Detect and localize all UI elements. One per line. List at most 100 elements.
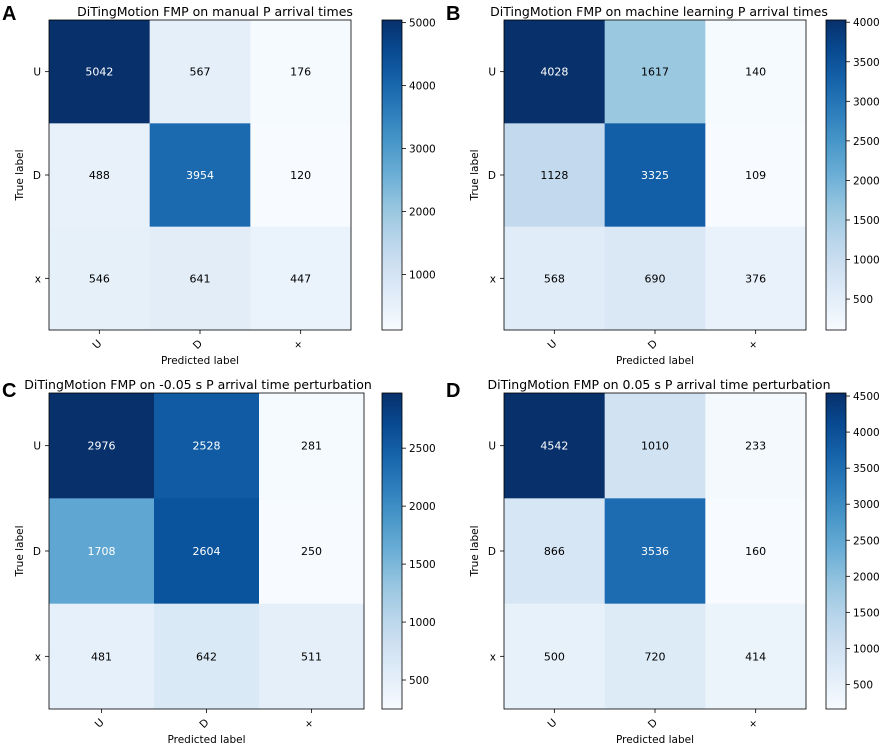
- heatmap-cell: [705, 226, 807, 331]
- heatmap-cell: [705, 498, 807, 605]
- heatmap-cell: [149, 20, 251, 124]
- heatmap-cell: [149, 123, 251, 228]
- cell-value-label: 720: [645, 650, 666, 663]
- heatmap-cell: [504, 603, 606, 710]
- y-tick-label: x: [35, 651, 41, 663]
- heatmap-cell: [705, 393, 807, 499]
- heatmap-cell: [149, 226, 251, 331]
- y-tick-label: D: [488, 546, 496, 558]
- cell-value-label: 2528: [193, 440, 221, 453]
- y-tick-label: U: [488, 67, 496, 79]
- y-axis-label: True label: [469, 525, 481, 577]
- heatmap-cell: [250, 226, 352, 331]
- colorbar-tick-label: 3000: [409, 144, 436, 156]
- colorbar-tick-label: 5000: [409, 18, 436, 30]
- colorbar-tick-label: 1500: [853, 215, 879, 227]
- heatmap-cell: [259, 498, 365, 605]
- heatmap-cell: [504, 498, 606, 605]
- colorbar-tick-label: 1500: [409, 559, 436, 571]
- x-tick-label: D: [197, 717, 211, 731]
- cell-value-label: 642: [196, 650, 217, 663]
- colorbar-tick-label: 1000: [853, 255, 879, 267]
- heatmap-cell: [154, 393, 260, 499]
- y-tick-label: x: [490, 273, 496, 285]
- y-tick-label: U: [488, 441, 496, 453]
- cell-value-label: 447: [290, 272, 311, 285]
- chart-title: DiTingMotion FMP on machine learning P a…: [490, 4, 828, 19]
- cell-value-label: 568: [544, 272, 565, 285]
- colorbar-tick-label: 1000: [409, 617, 436, 629]
- heatmap-cell: [154, 603, 260, 710]
- heatmap-cell: [705, 123, 807, 228]
- colorbar: [381, 19, 403, 331]
- x-tick-label: D: [646, 338, 660, 352]
- heatmap-cell: [49, 20, 151, 124]
- heatmap-cell: [259, 393, 365, 499]
- colorbar-tick-label: 1500: [853, 607, 879, 619]
- cell-value-label: 3536: [641, 545, 669, 558]
- colorbar-tick-label: 4500: [853, 391, 879, 403]
- y-axis-label: True label: [469, 149, 481, 201]
- y-axis-label: True label: [14, 149, 26, 201]
- chart-title: DiTingMotion FMP on manual P arrival tim…: [77, 4, 353, 19]
- panel-d: D DiTingMotion FMP on 0.05 s P arrival ti…: [446, 377, 879, 746]
- cell-value-label: 160: [745, 545, 766, 558]
- colorbar-tick-label: 500: [853, 679, 873, 691]
- colorbar-tick-label: 2000: [853, 175, 879, 187]
- heatmap-cell: [259, 603, 365, 710]
- panel-letter: A: [2, 3, 16, 25]
- colorbar-tick-label: 4000: [853, 17, 879, 29]
- cell-value-label: 140: [745, 66, 766, 79]
- x-axis-label: Predicted label: [167, 734, 245, 746]
- cell-value-label: 250: [301, 545, 322, 558]
- colorbar-tick-label: 2000: [409, 501, 436, 513]
- y-tick-label: D: [488, 170, 496, 182]
- x-tick-label: D: [646, 717, 660, 731]
- x-axis-label: Predicted label: [616, 734, 694, 746]
- heatmap-cell: [604, 393, 706, 499]
- chart-title: DiTingMotion FMP on -0.05 s P arrival ti…: [24, 377, 372, 392]
- cell-value-label: 488: [89, 169, 110, 182]
- panel-letter: C: [2, 380, 16, 402]
- heatmap-cell: [705, 20, 807, 124]
- cell-value-label: 233: [745, 440, 766, 453]
- colorbar-tick-label: 2000: [853, 571, 879, 583]
- heatmap-cell: [49, 603, 155, 710]
- x-tick-label: +: [302, 717, 317, 732]
- colorbar-tick-label: 500: [409, 675, 429, 687]
- cell-value-label: 1708: [88, 545, 116, 558]
- heatmap-cell: [504, 123, 606, 228]
- heatmap-cell: [604, 226, 706, 331]
- cell-value-label: 120: [290, 169, 311, 182]
- heatmap-cell: [49, 498, 155, 605]
- cell-value-label: 5042: [85, 66, 113, 79]
- y-tick-label: U: [33, 67, 41, 79]
- panel-letter: B: [446, 3, 460, 25]
- cell-value-label: 414: [745, 650, 766, 663]
- x-axis-label: Predicted label: [616, 355, 694, 367]
- colorbar-tick-label: 1000: [853, 643, 879, 655]
- x-tick-label: +: [746, 717, 761, 732]
- cell-value-label: 641: [190, 272, 211, 285]
- cell-value-label: 4028: [540, 66, 568, 79]
- colorbar: [825, 19, 847, 331]
- x-tick-label: D: [191, 338, 205, 352]
- chart-title: DiTingMotion FMP on 0.05 s P arrival tim…: [487, 377, 830, 392]
- panel-b: B DiTingMotion FMP on machine learning P …: [446, 3, 879, 367]
- colorbar-tick-label: 2500: [409, 443, 436, 455]
- heatmap-cell: [49, 226, 151, 331]
- heatmap-cell: [604, 123, 706, 228]
- heatmap-cell: [604, 20, 706, 124]
- colorbar-tick-label: 2500: [853, 136, 879, 148]
- cell-value-label: 376: [745, 272, 766, 285]
- cell-value-label: 866: [544, 545, 565, 558]
- colorbar-tick-label: 3500: [853, 57, 879, 69]
- heatmap-cell: [504, 393, 606, 499]
- colorbar-tick-label: 500: [853, 294, 873, 306]
- cell-value-label: 3325: [641, 169, 669, 182]
- y-tick-label: x: [490, 651, 496, 663]
- colorbar-tick-label: 2000: [409, 207, 436, 219]
- cell-value-label: 4542: [540, 440, 568, 453]
- x-tick-label: U: [93, 717, 107, 731]
- heatmap-cell: [504, 226, 606, 331]
